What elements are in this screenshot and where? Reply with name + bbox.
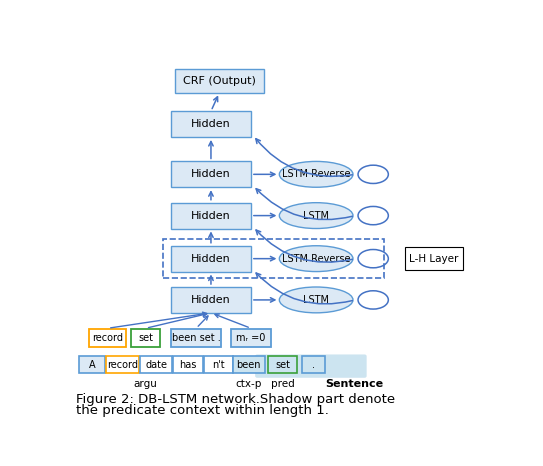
Text: A: A [89,359,95,370]
Ellipse shape [279,246,353,272]
FancyBboxPatch shape [233,356,264,373]
FancyBboxPatch shape [302,356,325,373]
FancyBboxPatch shape [268,356,297,373]
FancyBboxPatch shape [175,69,263,93]
Text: the predicate context within length 1.: the predicate context within length 1. [76,404,329,417]
Text: LSTM Reverse: LSTM Reverse [282,254,350,264]
FancyBboxPatch shape [79,356,105,373]
FancyBboxPatch shape [131,329,161,347]
Text: n't: n't [212,359,225,370]
Text: LSTM Reverse: LSTM Reverse [282,169,350,179]
Text: mᵣ =0: mᵣ =0 [236,333,266,343]
FancyBboxPatch shape [106,356,139,373]
Text: record: record [92,333,123,343]
Text: LSTM: LSTM [303,295,329,305]
Ellipse shape [279,161,353,187]
Text: LSTM: LSTM [303,211,329,220]
Text: .: . [312,359,315,370]
FancyBboxPatch shape [171,161,251,187]
Text: Hidden: Hidden [191,169,231,179]
Text: Sentence: Sentence [325,379,383,389]
Text: Hidden: Hidden [191,211,231,220]
Ellipse shape [279,203,353,228]
Text: been: been [237,359,261,370]
FancyBboxPatch shape [171,203,251,228]
FancyBboxPatch shape [171,111,251,137]
FancyBboxPatch shape [171,246,251,272]
FancyBboxPatch shape [171,329,222,347]
Bar [163,239,384,278]
FancyBboxPatch shape [90,329,127,347]
Ellipse shape [279,287,353,313]
Text: set: set [138,333,153,343]
Text: Figure 2: DB-LSTM network.Shadow part denote: Figure 2: DB-LSTM network.Shadow part de… [76,393,395,406]
Text: Hidden: Hidden [191,119,231,129]
Text: Hidden: Hidden [191,254,231,264]
Text: pred: pred [270,379,294,389]
Text: been set .: been set . [172,333,220,343]
Text: date: date [145,359,167,370]
FancyBboxPatch shape [255,355,367,378]
FancyBboxPatch shape [173,356,203,373]
Text: CRF (Output): CRF (Output) [183,76,256,86]
Text: set: set [275,359,290,370]
Text: argu: argu [134,379,157,389]
FancyBboxPatch shape [204,356,233,373]
Text: has: has [179,359,197,370]
FancyBboxPatch shape [141,356,172,373]
Text: L-H Layer: L-H Layer [409,254,459,264]
Text: Hidden: Hidden [191,295,231,305]
FancyBboxPatch shape [171,287,251,313]
FancyBboxPatch shape [405,247,464,270]
Text: record: record [107,359,138,370]
Text: ctx-p: ctx-p [236,379,262,389]
FancyBboxPatch shape [231,329,271,347]
